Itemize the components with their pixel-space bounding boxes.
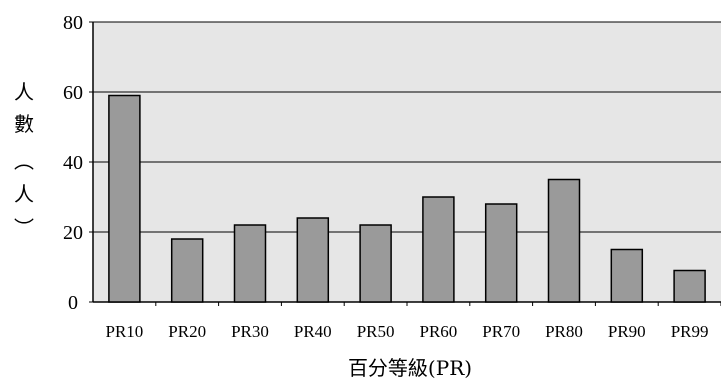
x-tick-label: PR30 — [231, 322, 269, 341]
y-tick-label: 20 — [63, 222, 83, 244]
x-tick-label: PR20 — [168, 322, 206, 341]
x-axis-title: 百分等級(PR) — [348, 356, 472, 380]
x-tick-label: PR80 — [545, 322, 583, 341]
y-axis-title-char: ︶ — [14, 216, 34, 240]
x-tick-label: PR70 — [482, 322, 520, 341]
bar-pr90 — [610, 248, 644, 303]
x-tick-label: PR90 — [608, 322, 646, 341]
bar-pr30 — [233, 224, 267, 303]
x-tick-label: PR99 — [671, 322, 709, 341]
bar-pr40 — [296, 217, 330, 303]
bar-pr10 — [108, 94, 141, 303]
x-tick-label: PR60 — [420, 322, 458, 341]
y-axis-title-char: 人 — [14, 182, 34, 206]
bar-pr50 — [359, 224, 392, 303]
y-tick-label: 80 — [63, 12, 83, 34]
x-tick-label: PR50 — [357, 322, 395, 341]
bar-pr70 — [484, 203, 518, 303]
y-tick-label: 0 — [68, 292, 78, 314]
y-axis-title-char: ︵ — [14, 149, 34, 173]
x-tick-label: PR40 — [294, 322, 332, 341]
y-tick-label: 60 — [63, 82, 83, 104]
y-tick-label: 40 — [63, 152, 83, 174]
y-axis-title-char: 數 — [14, 112, 34, 136]
y-axis-title-char: 人 — [14, 80, 34, 104]
y-axis-title: 人數︵人︶ — [14, 80, 34, 240]
plot-area: 0 20 40 60 80 PR10 PR20 PR30 PR40 PR50 PR60 PR70 PR8… — [63, 12, 721, 341]
bar-pr80 — [547, 178, 581, 303]
bar-pr99 — [673, 269, 706, 303]
bar-pr20 — [170, 238, 204, 303]
bar-pr60 — [422, 196, 455, 303]
x-tick-label: PR10 — [106, 322, 144, 341]
